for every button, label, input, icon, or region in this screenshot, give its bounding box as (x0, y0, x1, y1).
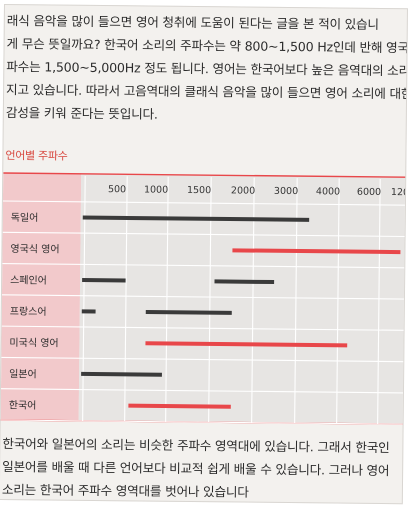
range-bar (128, 403, 231, 409)
row-separator (0, 419, 405, 425)
category-label: 스페인어 (10, 274, 47, 286)
row-separator (1, 294, 406, 300)
plot-area (78, 173, 408, 425)
category-label: 독일어 (11, 212, 39, 224)
x-tick-label: 3000 (274, 186, 298, 197)
category-label: 일본어 (9, 368, 37, 380)
x-tick-label: 4000 (316, 186, 340, 197)
range-bar (145, 341, 348, 348)
range-bar (145, 310, 232, 315)
row-separator (2, 263, 407, 269)
range-bar (81, 371, 162, 377)
x-tick-label: 500 (108, 184, 126, 195)
x-tick-label: 6000 (357, 187, 381, 198)
row-separator (1, 356, 406, 363)
range-bar (82, 215, 310, 222)
grid-line (377, 178, 381, 424)
row-separator (1, 325, 406, 331)
paragraph-bottom: 한국어와 일본어의 소리는 비슷한 주파수 영역대에 있습니다. 그래서 한국인… (2, 432, 390, 504)
category-label: 한국어 (9, 399, 37, 411)
range-bar (214, 279, 275, 285)
row-separator (0, 388, 405, 394)
range-bar (232, 248, 401, 255)
row-separator (2, 200, 407, 206)
text-line: 소리는 한국어 주파수 영역대를 벗어나 있습니다 (1, 482, 249, 500)
category-label: 미국식 영어 (9, 337, 58, 350)
range-bar (81, 309, 96, 314)
category-label: 영국식 영어 (10, 243, 59, 256)
range-bar (82, 278, 126, 283)
grid-line (336, 178, 340, 424)
x-tick-label: 1200 (391, 187, 408, 198)
x-tick-label: 2000 (231, 185, 255, 196)
category-label: 프랑스어 (10, 306, 47, 318)
top-rule (3, 172, 408, 178)
x-tick-label: 1500 (187, 185, 211, 196)
x-tick-label: 1000 (144, 184, 168, 195)
book-page: 래식 음악을 많이 들으면 영어 청취에 도움이 된다는 글을 본 적이 있습니… (0, 4, 408, 505)
label-band (0, 173, 82, 421)
row-separator (2, 231, 407, 238)
